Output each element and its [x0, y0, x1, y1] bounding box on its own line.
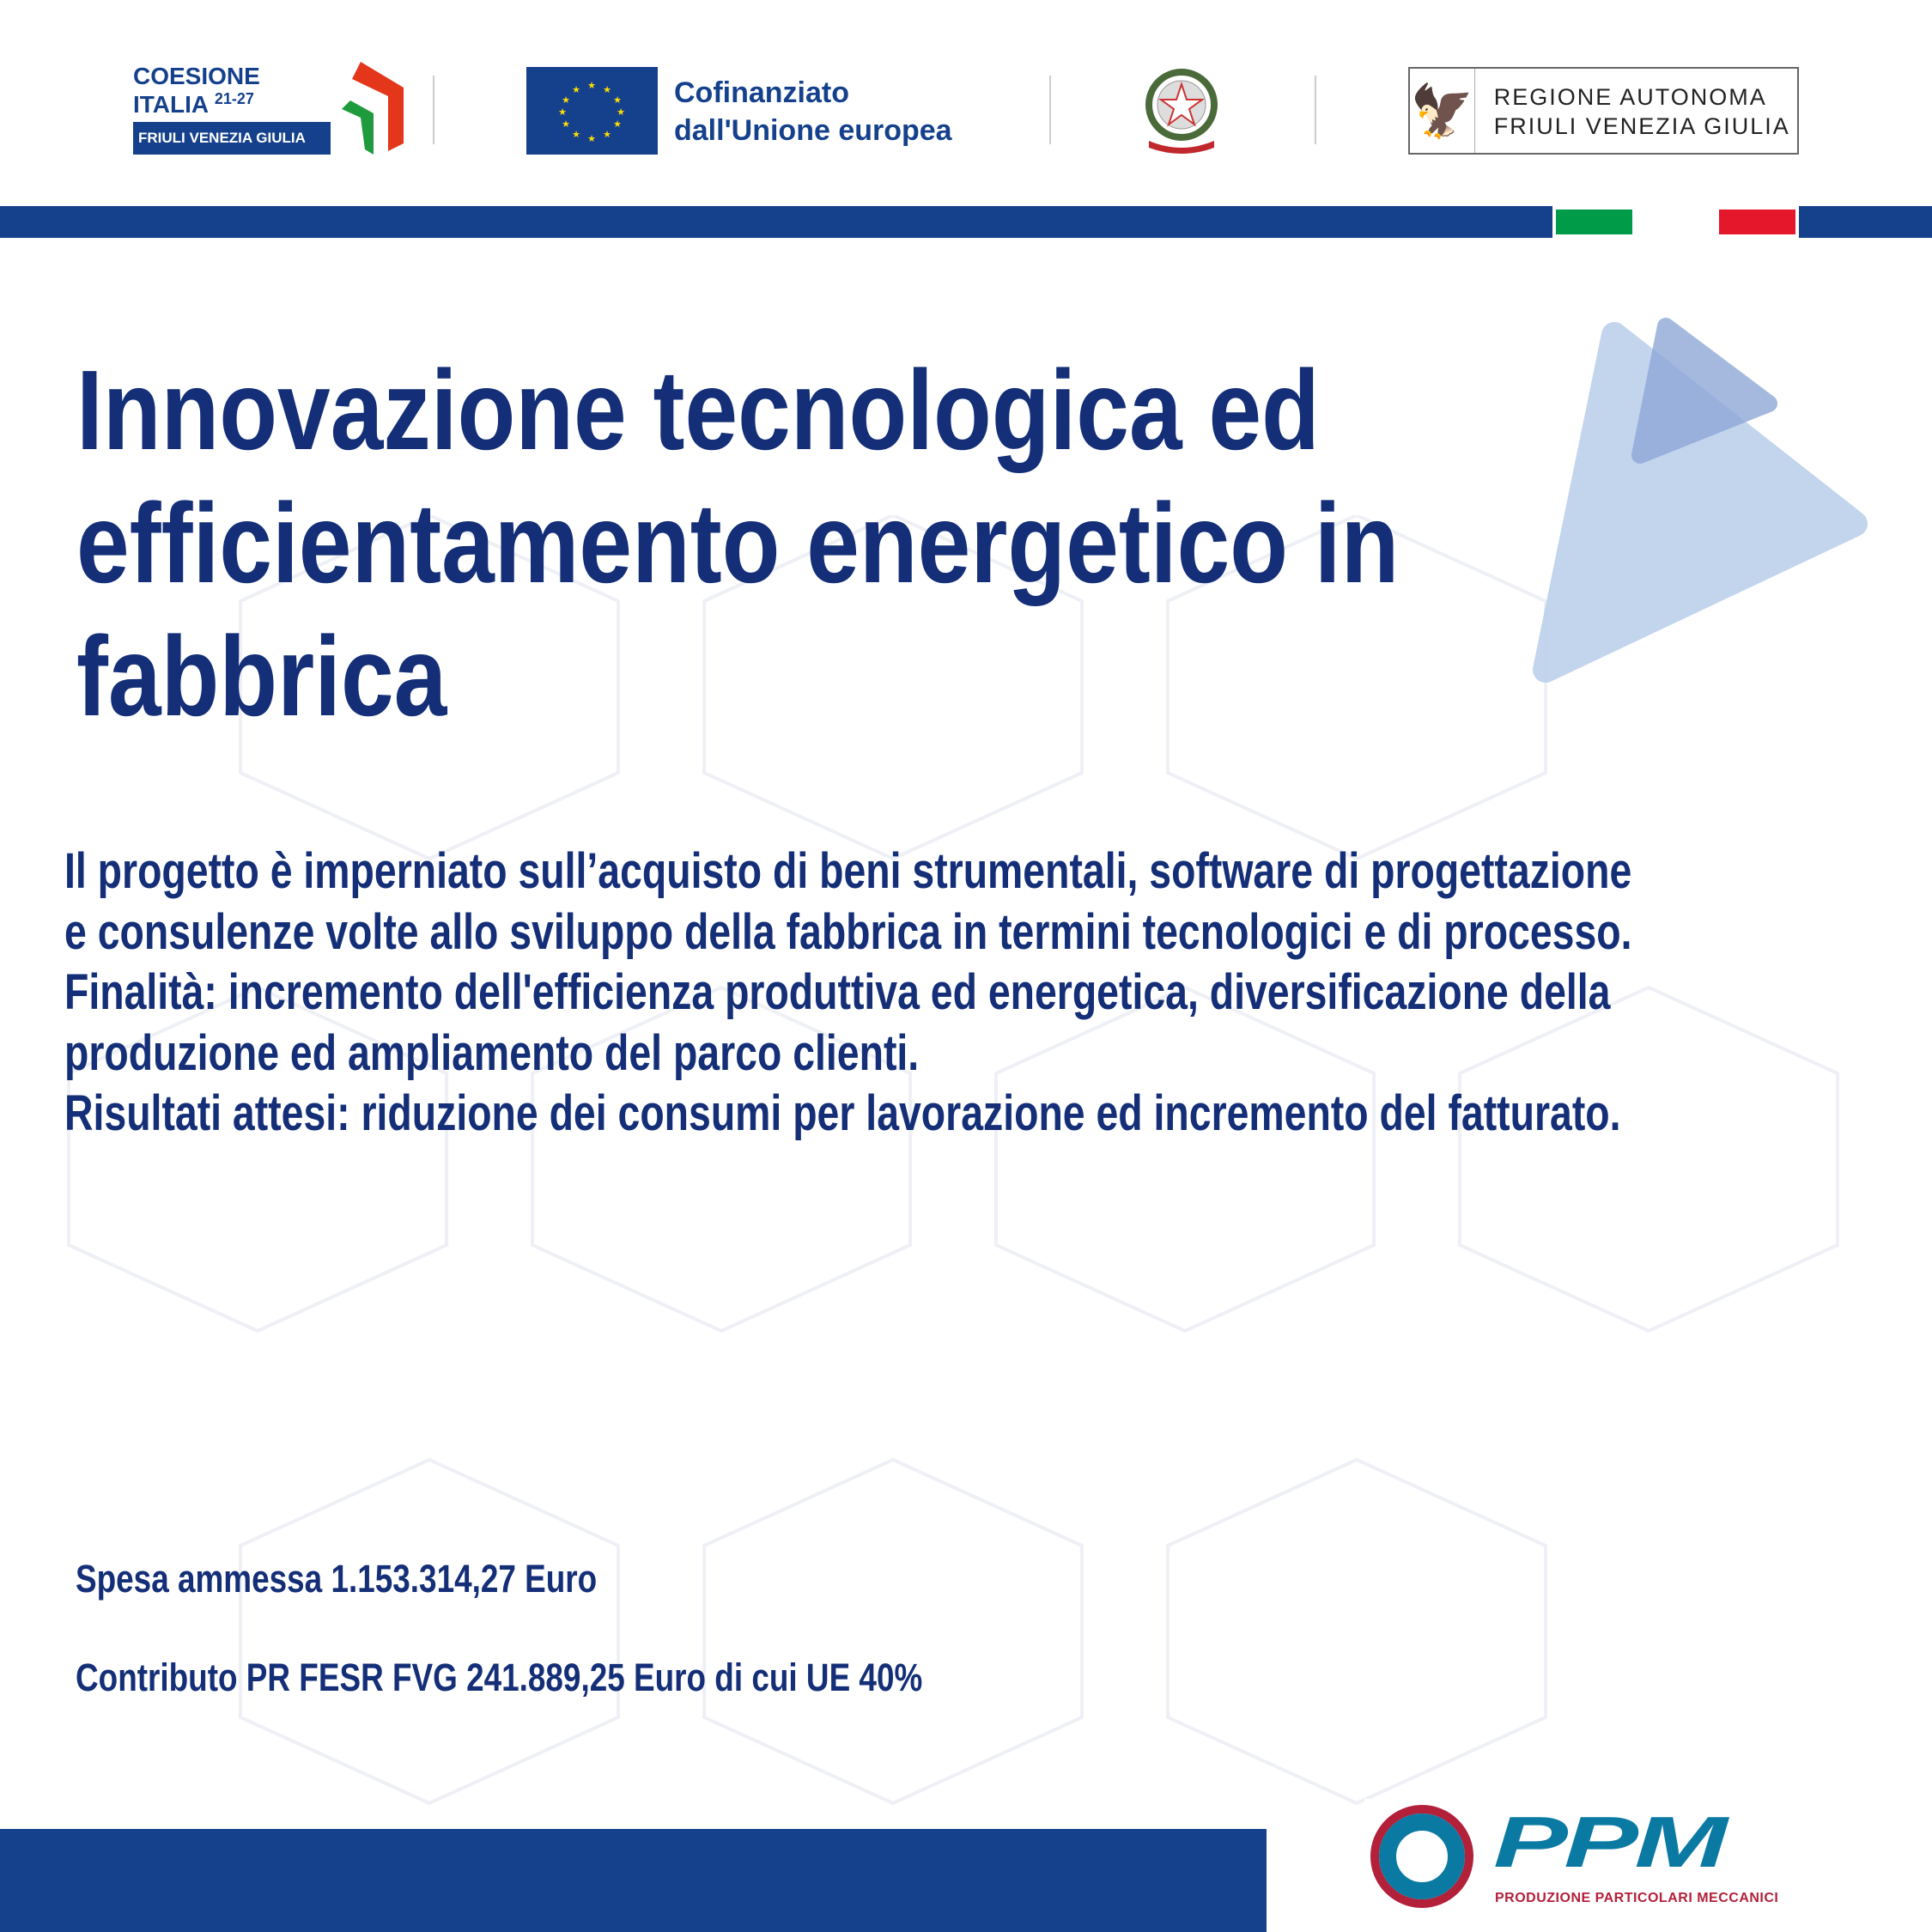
- ppm-subtitle: PRODUZIONE PARTICOLARI MECCANICI: [1495, 1891, 1779, 1905]
- coesione-line1: COESIONE: [133, 63, 260, 89]
- svg-text:★: ★: [587, 81, 596, 91]
- svg-text:★: ★: [613, 95, 622, 106]
- background-pattern: [67, 515, 1839, 1806]
- contributo: Contributo PR FESR FVG 241.889,25 Euro d…: [76, 1656, 923, 1699]
- footer-band: [0, 1829, 1267, 1932]
- svg-text:★: ★: [603, 85, 611, 95]
- eu-line2: dall'Unione europea: [674, 114, 952, 147]
- svg-text:★: ★: [558, 107, 567, 118]
- svg-text:★: ★: [603, 130, 611, 140]
- coesione-region: FRIULI VENEZIA GIULIA: [133, 122, 331, 155]
- description-line: Risultati attesi: riduzione dei consumi …: [64, 1085, 1621, 1141]
- svg-text:★: ★: [613, 119, 622, 130]
- svg-text:★: ★: [587, 134, 596, 144]
- title-line1: Innovazione tecnologica ed: [76, 347, 1320, 473]
- coesione-years: 21-27: [214, 90, 254, 107]
- description-line: e consulenze volte allo sviluppo della f…: [64, 903, 1632, 960]
- regione-fvg-logo: 🦅 REGIONE AUTONOMA FRIULI VENEZIA GIULIA: [1408, 67, 1799, 155]
- coesione-italia-logo: COESIONE ITALIA 21-27 FRIULI VENEZIA GIU…: [133, 62, 404, 156]
- eagle-icon: 🦅: [1410, 69, 1475, 153]
- svg-text:★: ★: [617, 107, 625, 118]
- project-description: Il progetto è imperniato sull’acquisto d…: [64, 841, 1632, 1145]
- svg-text:★: ★: [572, 85, 580, 95]
- decorative-triangles-icon: [1533, 318, 1868, 683]
- ppm-logo: PPM PRODUZIONE PARTICOLARI MECCANICI: [1364, 1799, 1790, 1911]
- eu-cofinanced-text: Cofinanziato dall'Unione europea: [674, 74, 952, 149]
- title-line2: efficientamento energetico in: [76, 480, 1400, 606]
- regione-line1: REGIONE AUTONOMA: [1493, 84, 1767, 110]
- title-line3: fabbrica: [76, 613, 447, 739]
- flag-white: [1637, 210, 1714, 234]
- description-line: Finalità: incremento dell'efficienza pro…: [64, 964, 1611, 1020]
- coesione-line2: ITALIA: [133, 91, 209, 118]
- coesione-arrow-icon: [342, 62, 404, 155]
- flag-green: [1556, 210, 1632, 234]
- ppm-ring-icon: [1370, 1805, 1473, 1908]
- italian-republic-emblem-icon: [1145, 69, 1218, 154]
- header-separator: [1315, 76, 1316, 144]
- svg-text:★: ★: [572, 130, 580, 140]
- description-line: Il progetto è imperniato sull’acquisto d…: [64, 843, 1632, 899]
- description-line: produzione ed ampliamento del parco clie…: [64, 1024, 920, 1081]
- spesa-ammessa: Spesa ammessa 1.153.314,27 Euro: [76, 1557, 598, 1601]
- svg-text:★: ★: [562, 95, 570, 106]
- regione-line2: FRIULI VENEZIA GIULIA: [1493, 113, 1790, 139]
- flag-red: [1719, 210, 1795, 234]
- eu-flag-icon: ★ ★★★★★ ★★★★★★: [526, 67, 658, 155]
- italian-flag: [1552, 206, 1799, 238]
- eu-line1: Cofinanziato: [674, 76, 849, 109]
- svg-text:★: ★: [562, 119, 570, 130]
- page-title: Innovazione tecnologica ed efficientamen…: [76, 343, 1399, 743]
- ppm-wordmark: PPM: [1493, 1801, 1728, 1882]
- header-separator: [433, 76, 434, 144]
- header-separator: [1049, 76, 1051, 144]
